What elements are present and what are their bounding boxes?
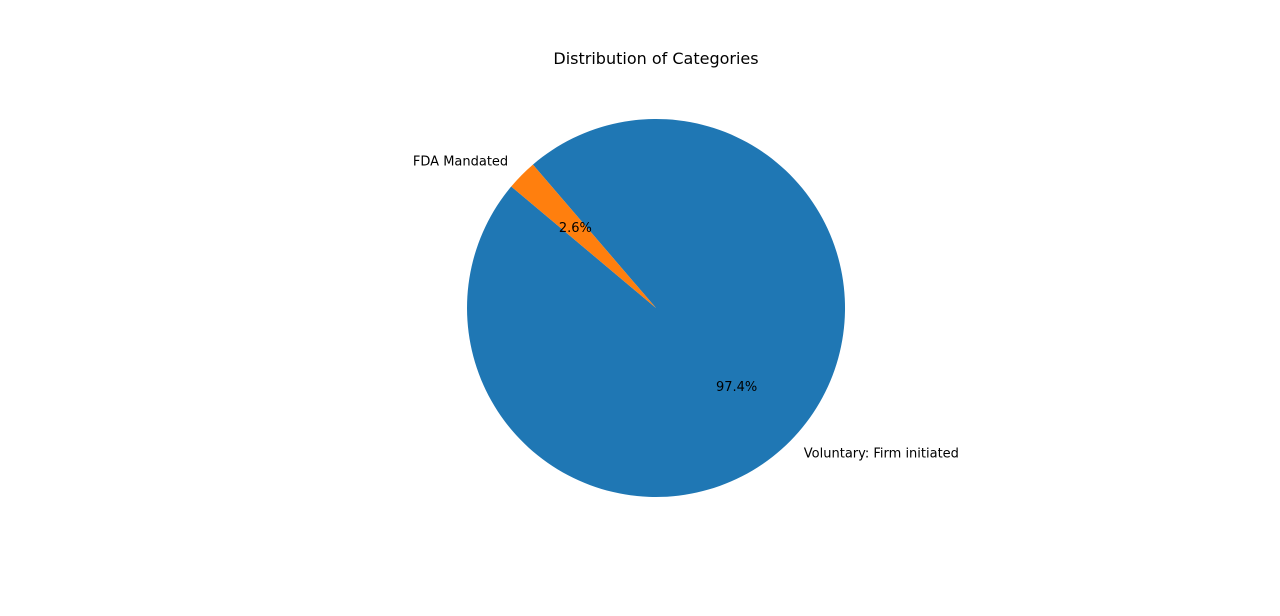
chart-title: Distribution of Categories	[553, 49, 758, 68]
pie-slices	[467, 118, 846, 497]
slice-percent-fda-mandated: 2.6%	[559, 221, 592, 236]
pie-labels: Voluntary: Firm initiated 97.4% FDA Mandat…	[413, 154, 959, 461]
pie-slice-fda-mandated	[511, 164, 656, 308]
pie-slice-voluntary-firm-initiated	[467, 118, 846, 497]
slice-label-voluntary-firm-initiated: Voluntary: Firm initiated	[804, 447, 959, 462]
slice-percent-voluntary-firm-initiated: 97.4%	[716, 380, 757, 395]
slice-label-fda-mandated: FDA Mandated	[413, 154, 508, 169]
